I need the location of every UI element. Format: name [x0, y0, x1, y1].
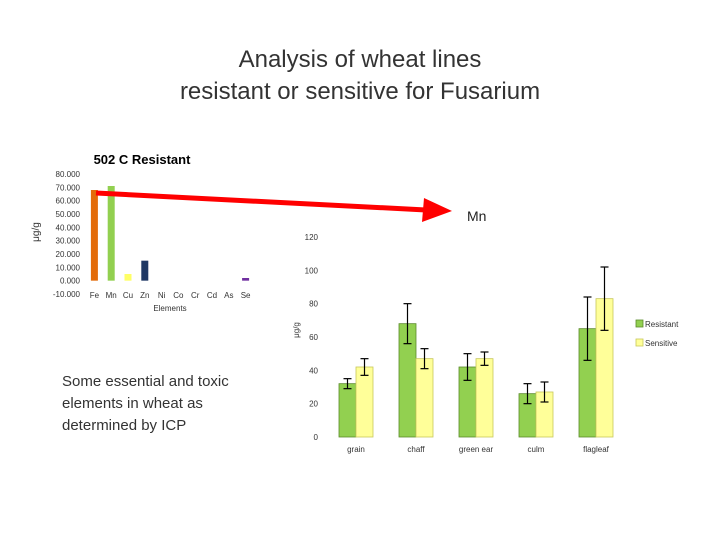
note-text: Some essential and toxic elements in whe…	[62, 373, 229, 434]
large-y-tick-label: 40	[309, 366, 318, 375]
small-y-tick-label: 30.000	[56, 237, 81, 246]
small-category-label: Zn	[140, 291, 149, 300]
small-bar-fe	[90, 190, 98, 281]
small-chart-y-ticks: 80.000 70.000 60.000 50.000 40.000 30.000 20.0…	[53, 170, 81, 299]
large-bar-sensitive	[415, 358, 434, 438]
small-chart-categories: Fe Mn Cu Zn Ni Co Cr Cd As Se	[90, 291, 251, 300]
large-chart-legend: Resistant Sensitive	[635, 319, 679, 348]
large-category-label: chaff	[407, 445, 425, 454]
large-bar-resistant	[338, 383, 357, 438]
small-category-label: As	[224, 291, 233, 300]
small-y-tick-label: 20.000	[56, 250, 81, 259]
large-chart-bars	[338, 266, 614, 438]
small-bar-zn	[141, 260, 149, 281]
large-y-tick-label: 20	[309, 400, 318, 409]
large-chart-ylabel: μg/g	[292, 322, 301, 338]
small-chart-ylabel: μg/g	[31, 222, 42, 242]
small-y-tick-label: -10.000	[53, 290, 81, 299]
small-y-tick-label: 50.000	[56, 210, 81, 219]
small-y-tick-label: 80.000	[56, 170, 81, 179]
large-y-tick-label: 0	[314, 433, 319, 442]
small-bar-mn	[107, 186, 115, 281]
small-y-tick-label: 40.000	[56, 223, 81, 232]
small-category-label: Ni	[158, 291, 166, 300]
small-y-tick-label: 70.000	[56, 183, 81, 192]
small-bar-se	[242, 278, 250, 281]
small-chart-title: 502 C Resistant	[94, 152, 191, 167]
small-y-tick-label: 0.000	[60, 277, 81, 286]
small-y-tick-label: 60.000	[56, 197, 81, 206]
slide-title-line-1: Analysis of wheat lines	[238, 46, 482, 73]
large-category-label: grain	[347, 445, 365, 454]
small-category-label: Co	[173, 291, 184, 300]
mn-arrow: Mn	[95, 190, 486, 224]
legend-swatch-resistant	[635, 319, 644, 328]
legend-label-resistant: Resistant	[645, 320, 679, 329]
small-chart-bars	[90, 186, 250, 281]
large-chart-y-ticks: 120 100 80 60 40 20 0	[305, 233, 319, 442]
small-category-label: Cu	[123, 291, 133, 300]
large-y-tick-label: 100	[305, 266, 319, 275]
arrow-shaft	[95, 190, 427, 213]
large-chart: μg/g 120 100 80 60 40 20 0 grain chaff green ear…	[292, 233, 679, 454]
large-y-tick-label: 120	[305, 233, 319, 242]
small-category-label: Se	[241, 291, 251, 300]
arrow-head	[422, 198, 452, 222]
slide-title-line-2: resistant or sensitive for Fusarium	[179, 78, 541, 105]
large-y-tick-label: 60	[309, 333, 318, 342]
large-chart-categories: grain chaff green ear culm flagleaf	[347, 445, 610, 454]
small-bar-cu	[124, 274, 132, 281]
large-category-label: culm	[528, 445, 545, 454]
small-y-tick-label: 10.000	[56, 263, 81, 272]
small-chart: 502 C Resistant μg/g Elements 80.000 70.0…	[31, 152, 251, 313]
large-bar-sensitive	[355, 366, 374, 438]
small-category-label: Fe	[90, 291, 100, 300]
arrow-label: Mn	[467, 208, 486, 224]
large-category-label: green ear	[459, 445, 494, 454]
legend-label-sensitive: Sensitive	[645, 339, 678, 348]
large-category-label: flagleaf	[583, 445, 610, 454]
slide-title: Analysis of wheat lines resistant or sen…	[0, 44, 720, 108]
small-category-label: Mn	[106, 291, 117, 300]
legend-swatch-sensitive	[635, 338, 644, 347]
small-category-label: Cd	[207, 291, 217, 300]
small-category-label: Cr	[191, 291, 200, 300]
small-chart-xlabel: Elements	[153, 304, 186, 313]
large-bar-sensitive	[475, 358, 494, 438]
large-y-tick-label: 80	[309, 300, 318, 309]
